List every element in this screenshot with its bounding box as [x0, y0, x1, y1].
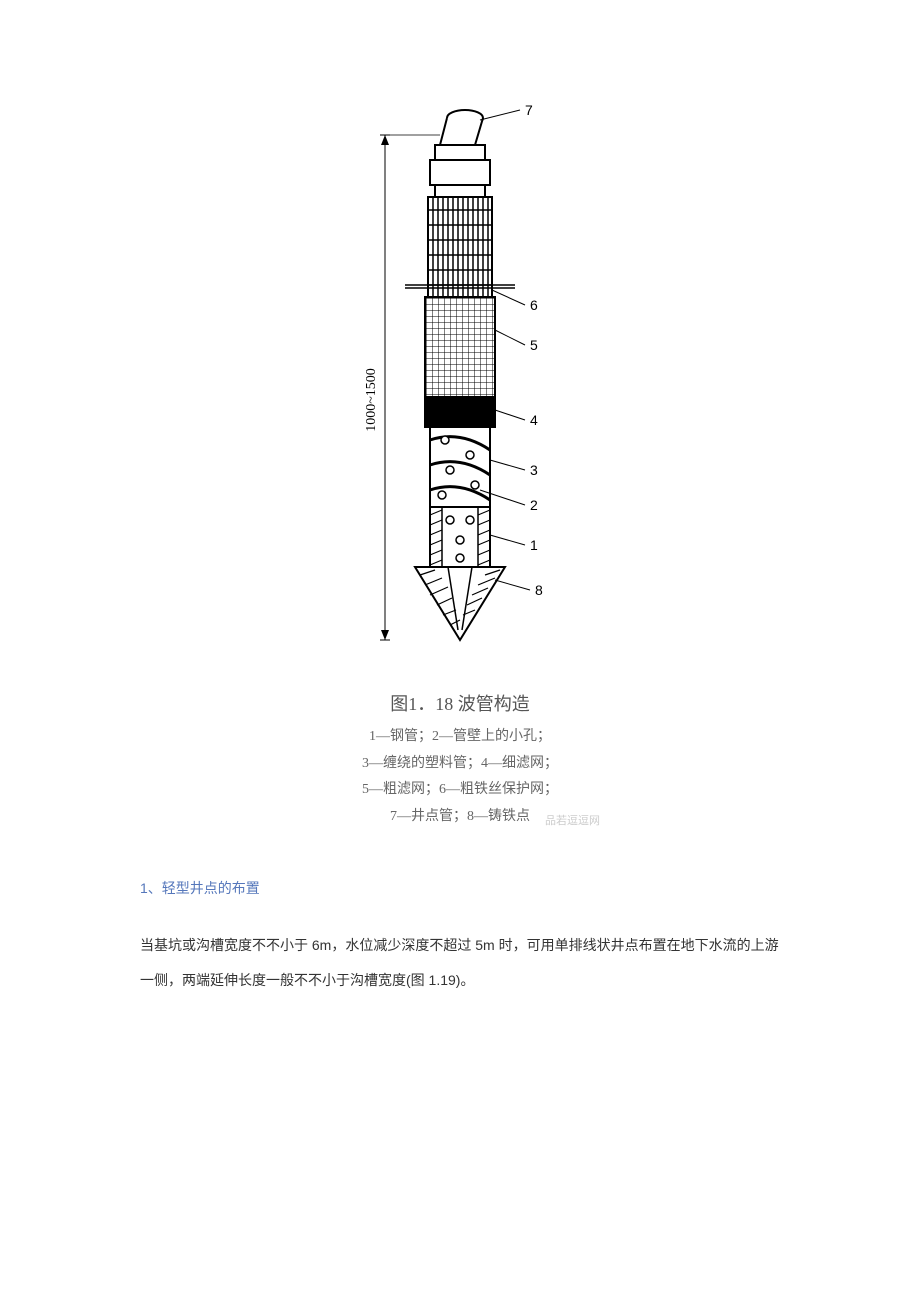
legend-line-1: 1—钢管；2—管壁上的小孔；: [140, 724, 780, 751]
fine-filter: 4: [425, 397, 538, 428]
top-connector: 7: [440, 102, 533, 145]
watermark: 品若逗逗网: [140, 812, 600, 828]
label-4: 4: [530, 412, 538, 428]
spiral-section: 3 2: [430, 427, 538, 513]
legend-line-3: 5—粗滤网；6—粗铁丝保护网；: [140, 777, 780, 804]
body-paragraph: 当基坑或沟槽宽度不不小于 6m，水位减少深度不超过 5m 时，可用单排线状井点布…: [140, 928, 780, 998]
label-5: 5: [530, 337, 538, 353]
label-6: 6: [530, 297, 538, 313]
label-2: 2: [530, 497, 538, 513]
dimension-text: 1000~1500: [364, 368, 379, 432]
label-8: 8: [535, 582, 543, 598]
cast-iron-tip: 8: [415, 567, 543, 640]
coarse-filter: 5: [425, 297, 538, 397]
wire-mesh-upper: 6: [405, 197, 538, 313]
technical-diagram: 1000~1500 7: [330, 100, 590, 665]
steel-pipe-lower: 1: [430, 507, 538, 567]
label-1: 1: [530, 537, 538, 553]
figure-caption: 图1．18 波管构造: [140, 690, 780, 716]
coupling: [430, 145, 490, 197]
label-7: 7: [525, 102, 533, 118]
section-title: 1、轻型井点的布置: [140, 878, 780, 898]
legend-line-2: 3—缠绕的塑料管；4—细滤网；: [140, 751, 780, 778]
label-3: 3: [530, 462, 538, 478]
figure-container: 1000~1500 7: [140, 100, 780, 828]
